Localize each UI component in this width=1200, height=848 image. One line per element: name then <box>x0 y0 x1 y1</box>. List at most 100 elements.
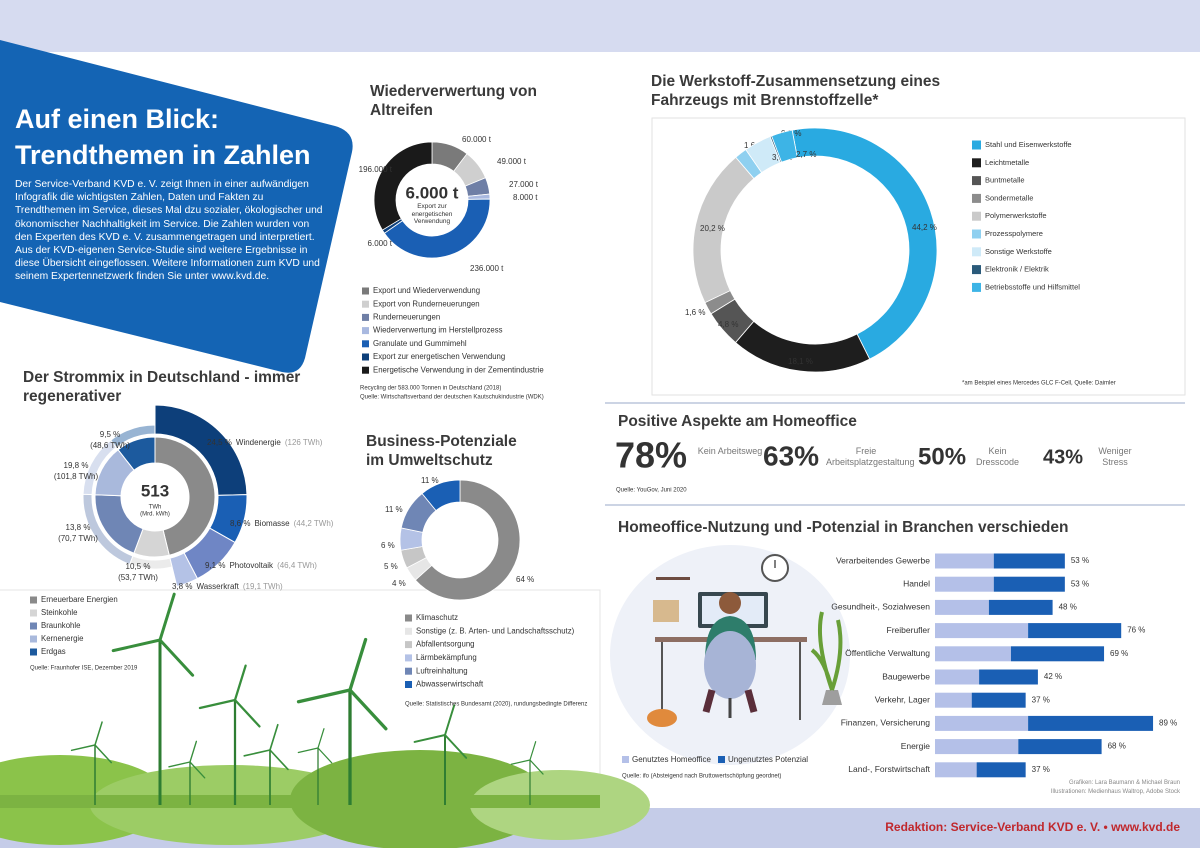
cat <box>647 709 677 727</box>
legend-label: Granulate und Gummimehl <box>373 339 467 348</box>
donut-segment <box>421 479 461 512</box>
plant <box>810 611 843 691</box>
category-label: Wasserkraft <box>196 582 239 591</box>
category-label: Gesundheit-, Sozialwesen <box>831 602 930 612</box>
bar-segment <box>935 715 1029 731</box>
renewable-label: 8,6 % Biomasse (44,2 TWh) <box>230 519 334 528</box>
legend-label: Prozesspolymere <box>985 229 1043 238</box>
legend-swatch <box>30 635 37 643</box>
wind-turbine <box>111 592 195 805</box>
legend-label: Betriebsstoffe und Hilfsmittel <box>985 282 1080 291</box>
wind-turbine <box>70 721 113 805</box>
bar-segment <box>993 553 1065 569</box>
twh-label: (126 TWh) <box>285 438 323 447</box>
turbine-blade <box>233 698 261 728</box>
legend-label: Ungenutztes Potenzial <box>728 755 808 764</box>
intro-banner <box>0 40 353 373</box>
turbine-blade <box>233 664 247 702</box>
category-label: Biomasse <box>254 519 290 528</box>
wind-turbine <box>296 637 388 805</box>
legend-swatch <box>405 641 412 649</box>
legend-label: Runderneuerungen <box>373 312 440 321</box>
wind-turbine <box>413 704 468 805</box>
legend-swatch <box>972 176 981 186</box>
turbine-blade <box>529 759 544 775</box>
legend-label: Stahl und Eisenwerkstoffe <box>985 140 1072 149</box>
turbine-blade <box>444 704 456 736</box>
value-label: 4,8 % <box>718 320 738 329</box>
total-label: 42 % <box>1044 672 1062 681</box>
turbine-blade <box>510 759 531 765</box>
legend-label: Elektronik / Elektrik <box>985 265 1049 274</box>
source: Quelle: Statistisches Bundesamt (2020), … <box>405 702 587 708</box>
legend-label: Erdgas <box>41 647 66 656</box>
card-border <box>0 589 601 800</box>
turbine-blade <box>297 747 319 754</box>
category-label: Windenergie <box>236 438 281 447</box>
turbine-blade <box>158 592 176 642</box>
outer-segment <box>82 439 117 496</box>
legend-label: Lärmbekämpfung <box>416 653 477 662</box>
bar-segment <box>993 576 1065 592</box>
legend-label: Erneuerbare Energien <box>41 595 118 604</box>
bar-segment <box>935 739 1019 755</box>
ground <box>0 795 600 808</box>
turbine-blade <box>269 749 289 771</box>
value-label: 1,6 % <box>685 308 705 317</box>
turbine-blade <box>94 744 113 764</box>
bar-segment <box>971 692 1026 708</box>
value-label: 6 % <box>381 541 395 550</box>
outer-segment <box>129 555 173 570</box>
shelf <box>656 577 690 580</box>
value-label: 9,1 % <box>205 561 225 570</box>
page-title: Auf einen Blick: <box>15 104 220 134</box>
stat-value: 50% <box>918 443 966 470</box>
legend-label: Buntmetalle <box>985 176 1025 185</box>
twh-label: (101,8 TWh) <box>54 472 99 481</box>
top-band <box>0 0 1200 52</box>
center-label: Export zur energetischen Verwendung <box>411 203 453 225</box>
bar-segment <box>935 576 994 592</box>
note: *am Beispiel eines Mercedes GLC F-Cell, … <box>962 381 1116 387</box>
donut-segment <box>383 198 491 259</box>
turbine-blade <box>413 734 446 743</box>
category-label: Baugewerbe <box>882 671 930 681</box>
plant-pot <box>822 690 842 705</box>
turbine-blade <box>269 723 279 751</box>
turbine-blade <box>348 688 388 731</box>
bar-segment <box>1018 739 1102 755</box>
value-label: 5 % <box>384 562 398 571</box>
pinboard <box>653 600 679 622</box>
source: Quelle: YouGov, Juni 2020 <box>616 488 687 494</box>
bar-segment <box>1010 646 1105 662</box>
turbine-blade <box>189 740 198 763</box>
legend-label: Export von Runderneuerungen <box>373 299 480 308</box>
intro-text: Der Service-Verband KVD e. V. zeigt Ihne… <box>15 179 323 283</box>
total-label: 53 % <box>1071 579 1089 588</box>
value-label: 24,5 % <box>207 438 232 447</box>
value-label: 20,2 % <box>700 224 725 233</box>
turbine-blade <box>94 721 103 746</box>
legend-label: Sonstige Werkstoffe <box>985 247 1052 256</box>
category-label: Öffentliche Verwaltung <box>845 648 930 658</box>
bar-segment <box>976 762 1026 778</box>
bar-segment <box>935 553 994 569</box>
legend-swatch <box>972 158 981 168</box>
legend-swatch <box>972 282 981 292</box>
turbine-blade <box>70 744 96 752</box>
renewable-label: 9,1 % Photovoltaik (46,4 TWh) <box>205 561 317 570</box>
section-title: Der Strommix in Deutschland - immer rege… <box>23 369 301 405</box>
bar-segment <box>979 669 1038 685</box>
section-title: Business-Potenziale im Umweltschutz <box>366 433 517 469</box>
legend-swatch <box>362 313 369 321</box>
bar-segment <box>935 646 1011 662</box>
value-label: 9,5 % <box>100 430 120 439</box>
turbine-blade <box>168 761 191 768</box>
wind-turbine <box>297 728 333 805</box>
value-label: 44,2 % <box>912 223 937 232</box>
turbine-blade <box>198 698 237 710</box>
legend-label: Export und Wiederverwendung <box>373 286 480 295</box>
value-label: 11 % <box>385 505 403 514</box>
legend-label: Sondermetalle <box>985 193 1033 202</box>
legend-label: Energetische Verwendung in der Zementind… <box>373 365 544 374</box>
